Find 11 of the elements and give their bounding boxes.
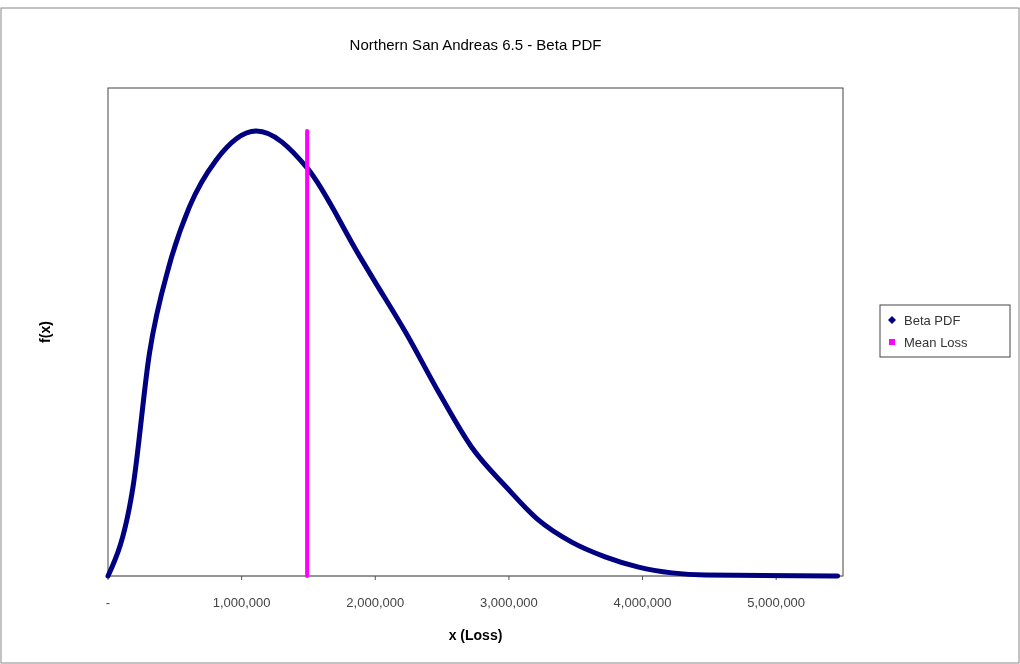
chart-title: Northern San Andreas 6.5 - Beta PDF xyxy=(349,36,602,53)
x-tick-label: 3,000,000 xyxy=(479,595,538,610)
x-tick-label: 4,000,000 xyxy=(613,595,672,610)
x-axis-title: x (Loss) xyxy=(448,627,503,643)
x-tick-label: 2,000,000 xyxy=(346,595,405,610)
x-tick-label: - xyxy=(105,595,111,610)
legend-label: Mean Loss xyxy=(904,335,969,350)
y-axis-title: f(x) xyxy=(37,321,53,343)
x-tick-label: 1,000,000 xyxy=(212,595,271,610)
legend-label: Beta PDF xyxy=(904,313,961,328)
x-tick-label: 5,000,000 xyxy=(747,595,806,610)
